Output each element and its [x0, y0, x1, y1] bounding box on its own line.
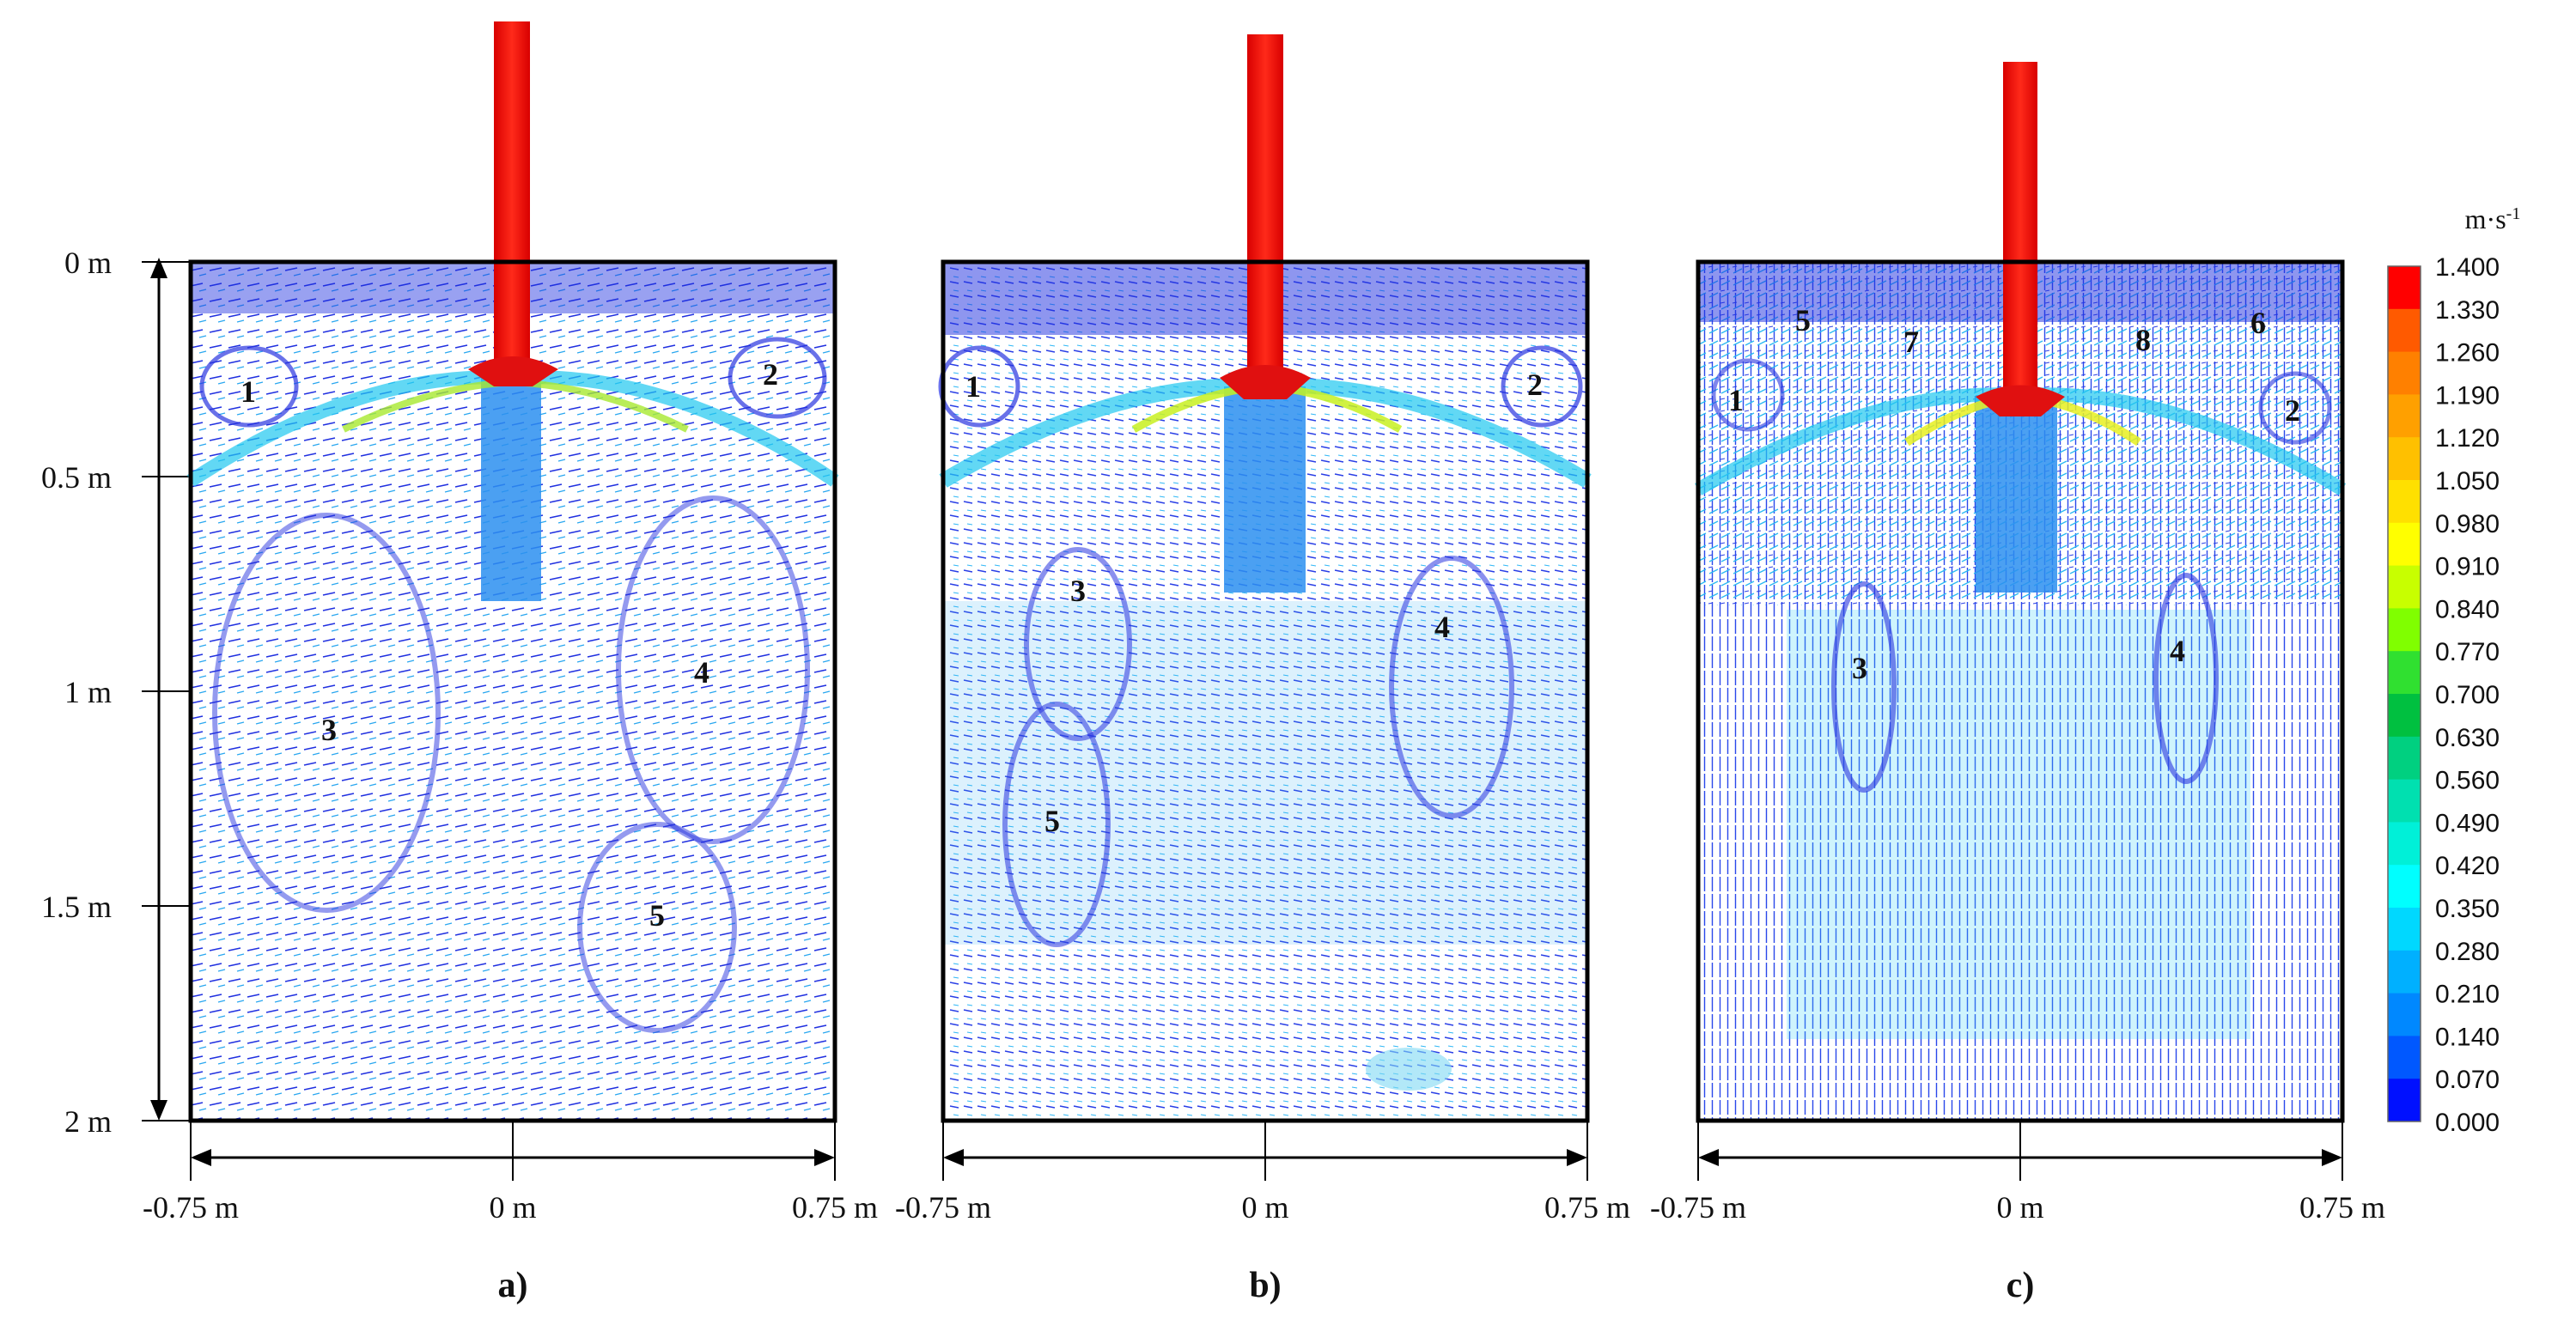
- vortex-label: 7: [1903, 325, 1919, 359]
- colorbar-ticks: 1.400 1.330 1.260 1.190 1.120 1.050 0.980 0.910…: [2435, 253, 2500, 1137]
- colorbar-tick-label: 0.000: [2435, 1109, 2500, 1137]
- y-tick-label: 1 m: [64, 675, 112, 709]
- colorbar-tick-label: 1.190: [2435, 381, 2500, 410]
- y-axis: 0 m 0.5 m 1 m 1.5 m 2 m: [41, 246, 191, 1139]
- colorbar-swatch: [2388, 565, 2421, 609]
- colorbar-tick-label: 1.400: [2435, 253, 2500, 282]
- colorbar-tick-label: 0.560: [2435, 767, 2500, 795]
- colorbar: m·s-1 1.400 1.330 1.260 1.190 1.120 1.050 0.98…: [2387, 204, 2521, 1137]
- vortex-label: 1: [241, 374, 256, 409]
- colorbar-tick-label: 0.350: [2435, 895, 2500, 923]
- colorbar-tick-label: 0.420: [2435, 852, 2500, 880]
- vortex-label: 3: [1070, 574, 1086, 608]
- colorbar-swatch: [2388, 266, 2421, 310]
- panel-label: a): [498, 1266, 528, 1305]
- colorbar-swatch: [2388, 993, 2421, 1036]
- colorbar-swatch: [2388, 865, 2421, 909]
- colorbar-tick-label: 0.910: [2435, 553, 2500, 581]
- vortex-label: 4: [1434, 610, 1450, 644]
- colorbar-swatch: [2388, 394, 2421, 438]
- colorbar-swatches: [2388, 266, 2421, 1122]
- impeller-shaft: [2003, 62, 2037, 395]
- colorbar-swatch: [2388, 608, 2421, 652]
- colorbar-tick-label: 0.770: [2435, 638, 2500, 666]
- panel-label: b): [1249, 1266, 1281, 1305]
- colorbar-swatch: [2388, 736, 2421, 781]
- colorbar-swatch: [2388, 908, 2421, 951]
- colorbar-tick-label: 0.700: [2435, 681, 2500, 709]
- impeller-shaft: [494, 21, 530, 378]
- x-tick-label: 0 m: [1996, 1190, 2043, 1225]
- colorbar-tick-label: 0.840: [2435, 595, 2500, 623]
- vortex-label: 2: [1527, 368, 1543, 402]
- panel-a: -0.75 m 0 m 0.75 m 1 2 3 4 5 a): [143, 21, 878, 1305]
- panel-label: c): [2007, 1266, 2035, 1305]
- x-axis-b: -0.75 m 0 m 0.75 m: [895, 1121, 1630, 1225]
- vortex-label: 1: [1728, 383, 1744, 417]
- vortex-label: 5: [649, 898, 665, 933]
- vortex-label: 2: [763, 357, 778, 392]
- colorbar-frame: [2387, 265, 2421, 1122]
- colorbar-tick-label: 1.330: [2435, 296, 2500, 325]
- colorbar-swatch: [2388, 950, 2421, 994]
- colorbar-tick-label: 1.050: [2435, 467, 2500, 495]
- vortex-label: 2: [2285, 393, 2300, 428]
- colorbar-swatch: [2388, 480, 2421, 524]
- x-tick-label: 0.75 m: [792, 1190, 878, 1225]
- y-tick-label: 0.5 m: [41, 460, 112, 495]
- colorbar-tick-label: 0.210: [2435, 981, 2500, 1009]
- impeller-shaft: [1247, 34, 1283, 386]
- x-tick-label: 0.75 m: [1544, 1190, 1630, 1225]
- colorbar-swatch: [2388, 779, 2421, 823]
- colorbar-swatch: [2388, 1036, 2421, 1079]
- colorbar-swatch: [2388, 651, 2421, 695]
- vortex-label: 4: [694, 655, 709, 690]
- colorbar-tick-label: 0.070: [2435, 1066, 2500, 1094]
- x-tick-label: 0 m: [1241, 1190, 1288, 1225]
- vortex-label: 3: [321, 713, 337, 747]
- colorbar-swatch: [2388, 308, 2421, 353]
- colorbar-tick-label: 0.140: [2435, 1023, 2500, 1051]
- x-tick-label: 0.75 m: [2299, 1190, 2385, 1225]
- x-tick-label: 0 m: [489, 1190, 536, 1225]
- vortex-label: 5: [1795, 303, 1811, 337]
- x-tick-label: -0.75 m: [895, 1190, 991, 1225]
- vortex-label: 8: [2135, 323, 2151, 357]
- colorbar-swatch: [2388, 1079, 2421, 1122]
- vortex-label: 4: [2170, 634, 2185, 668]
- vortex-label: 1: [965, 369, 981, 404]
- y-tick-label: 0 m: [64, 246, 112, 280]
- vortex-label: 3: [1852, 651, 1867, 685]
- colorbar-tick-label: 0.280: [2435, 938, 2500, 966]
- colorbar-swatch: [2388, 522, 2421, 567]
- vortex-label: 5: [1044, 804, 1060, 838]
- y-tick-label: 2 m: [64, 1104, 112, 1139]
- colorbar-swatch: [2388, 437, 2421, 481]
- x-axis-c: -0.75 m 0 m 0.75 m: [1650, 1121, 2385, 1225]
- panel-c: -0.75 m 0 m 0.75 m 1 2 3 4 5 6 7 8 c): [1650, 62, 2385, 1305]
- colorbar-tick-label: 1.120: [2435, 424, 2500, 453]
- y-tick-label: 1.5 m: [41, 890, 112, 924]
- colorbar-swatch: [2388, 694, 2421, 738]
- colorbar-tick-label: 1.260: [2435, 339, 2500, 368]
- colorbar-tick-label: 0.490: [2435, 809, 2500, 837]
- x-axis-a: -0.75 m 0 m 0.75 m: [143, 1121, 878, 1225]
- vortex-label: 6: [2250, 306, 2266, 340]
- x-tick-label: -0.75 m: [1650, 1190, 1746, 1225]
- x-tick-label: -0.75 m: [143, 1190, 239, 1225]
- colorbar-tick-label: 0.630: [2435, 724, 2500, 752]
- colorbar-unit: m·s-1: [2465, 204, 2521, 234]
- panel-b: -0.75 m 0 m 0.75 m 1 2 3 4 5 b): [895, 34, 1630, 1305]
- colorbar-swatch: [2388, 822, 2421, 866]
- colorbar-swatch: [2388, 351, 2421, 395]
- colorbar-tick-label: 0.980: [2435, 510, 2500, 538]
